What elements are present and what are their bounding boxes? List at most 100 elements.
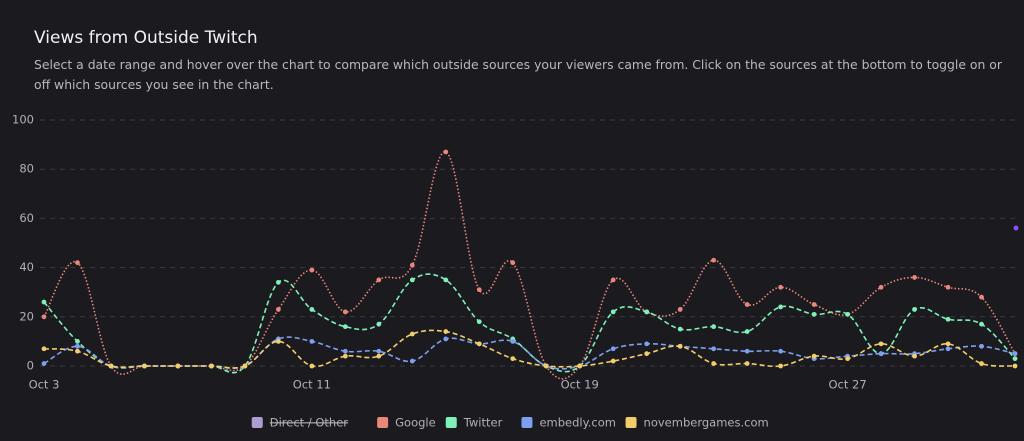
y-tick-label: 60 (19, 211, 34, 225)
data-point (711, 324, 717, 330)
data-point (610, 309, 616, 315)
data-point (878, 341, 884, 347)
data-point (644, 351, 650, 357)
data-point (476, 341, 482, 347)
data-point (108, 363, 114, 369)
data-point (778, 284, 784, 290)
x-tick-label: Oct 11 (293, 378, 331, 392)
data-point (209, 363, 214, 369)
data-point (75, 348, 80, 354)
data-point (510, 260, 516, 266)
data-point (979, 321, 984, 327)
data-point (1012, 351, 1018, 357)
data-point (309, 363, 315, 369)
data-point (577, 363, 583, 369)
legend-label[interactable]: Twitter (463, 416, 503, 430)
legend-swatch[interactable] (377, 417, 389, 428)
data-point (409, 277, 415, 283)
data-point (912, 307, 917, 312)
data-point (242, 363, 248, 369)
data-point (711, 346, 717, 352)
data-point (644, 309, 650, 315)
legend-label[interactable]: Google (395, 416, 436, 430)
y-tick-label: 100 (12, 113, 34, 127)
data-point (175, 363, 181, 369)
y-tick-label: 20 (19, 309, 34, 323)
data-point (979, 294, 984, 300)
chart-subtitle: Select a date range and hover over the c… (34, 57, 1002, 92)
data-point (142, 363, 147, 369)
data-point (778, 363, 784, 369)
data-point (376, 353, 382, 359)
data-point (309, 307, 315, 312)
data-point (945, 316, 951, 322)
data-point (778, 304, 784, 310)
data-point (275, 339, 281, 344)
data-point (41, 361, 47, 366)
x-tick-label: Oct 27 (828, 378, 866, 392)
data-point (510, 356, 516, 362)
data-point (711, 361, 717, 366)
data-point (878, 351, 884, 357)
data-point (845, 356, 850, 362)
data-point (409, 331, 415, 337)
data-point (443, 336, 449, 342)
data-point (75, 260, 80, 266)
data-point (811, 302, 817, 307)
data-point (41, 314, 47, 320)
data-point (912, 353, 917, 359)
indicator-dot (1013, 225, 1019, 231)
series-line (43, 336, 1016, 370)
data-point (376, 277, 382, 283)
data-point (711, 257, 717, 263)
data-point (41, 346, 47, 352)
data-point (510, 339, 516, 344)
legend-swatch[interactable] (521, 417, 533, 428)
data-point (275, 279, 281, 285)
series-line (43, 329, 1016, 369)
data-point (610, 346, 616, 352)
data-point (309, 339, 315, 344)
data-point (342, 348, 348, 354)
data-point (342, 309, 348, 315)
data-point (811, 353, 817, 359)
legend-label[interactable]: embedly.com (539, 416, 616, 430)
legend-label[interactable]: novembergames.com (644, 416, 769, 430)
data-point (443, 277, 449, 283)
legend-swatch[interactable] (445, 417, 457, 428)
data-point (342, 353, 348, 359)
data-point (376, 321, 382, 327)
data-point (677, 307, 683, 312)
data-point (644, 341, 650, 347)
data-point (945, 341, 951, 347)
data-point (845, 311, 850, 317)
y-tick-label: 80 (19, 162, 34, 176)
data-point (677, 343, 683, 349)
data-point (476, 287, 482, 293)
data-point (476, 319, 482, 325)
x-tick-label: Oct 19 (561, 378, 599, 392)
chart-title: Views from Outside Twitch (34, 28, 258, 48)
data-point (912, 275, 917, 280)
data-point (443, 329, 449, 334)
data-point (778, 348, 784, 354)
data-point (376, 348, 382, 354)
legend-label[interactable]: Direct / Other (270, 416, 349, 430)
data-point (979, 361, 984, 366)
data-point (75, 343, 80, 349)
data-point (945, 346, 951, 352)
legend-swatch[interactable] (251, 417, 263, 428)
legend-swatch[interactable] (625, 417, 637, 428)
data-point (979, 343, 984, 349)
data-point (309, 267, 315, 273)
data-point (945, 284, 951, 290)
data-point (543, 363, 549, 369)
data-point (677, 326, 683, 332)
data-point (1012, 363, 1018, 369)
data-point (744, 348, 750, 354)
data-point (1012, 356, 1018, 362)
y-tick-label: 40 (19, 260, 34, 274)
data-point (75, 339, 80, 344)
data-point (342, 324, 348, 330)
